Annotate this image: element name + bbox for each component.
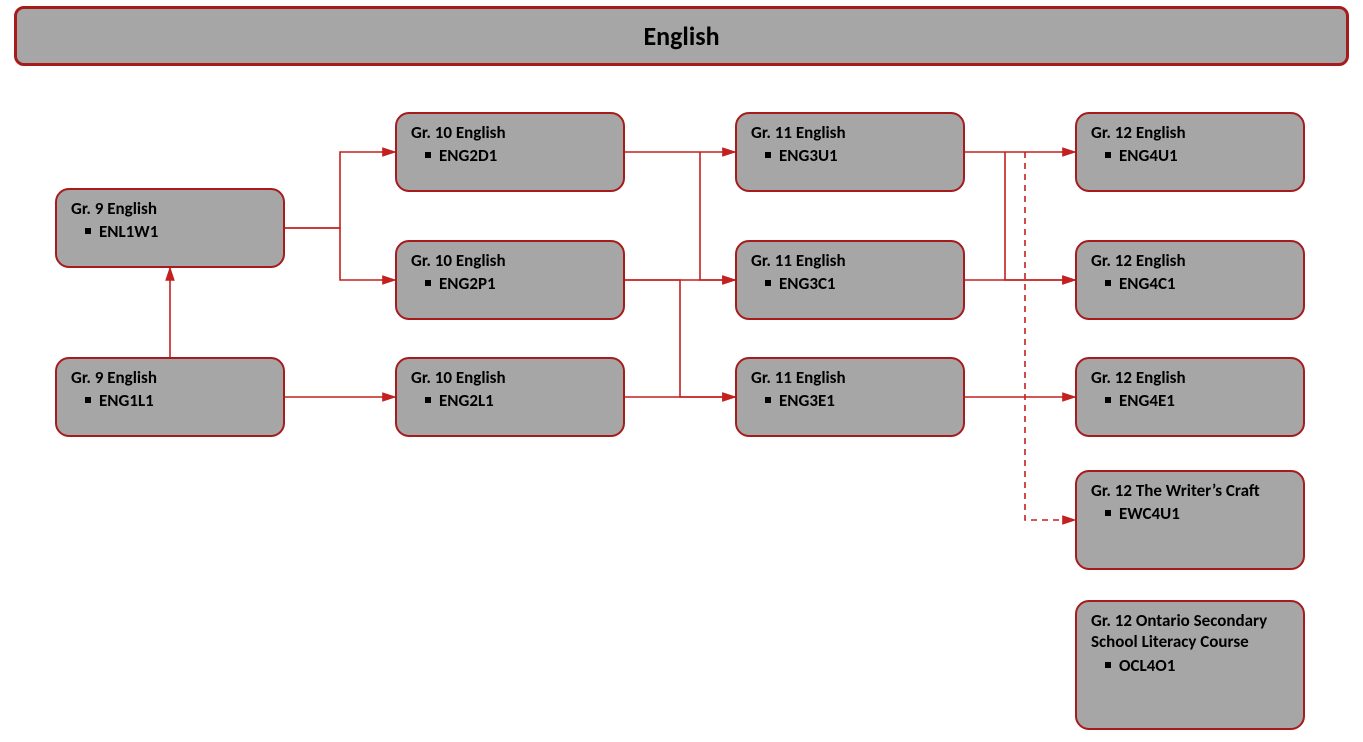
course-title: Gr. 10 English <box>411 122 609 143</box>
course-code: ENG4C1 <box>1091 273 1289 294</box>
course-node-gr11_eng3c1: Gr. 11 EnglishENG3C1 <box>735 240 965 320</box>
course-node-gr12_ewc4u1: Gr. 12 The Writer’s CraftEWC4U1 <box>1075 470 1305 570</box>
course-node-gr9_eng1l1: Gr. 9 EnglishENG1L1 <box>55 357 285 437</box>
course-node-gr12_eng4c1: Gr. 12 EnglishENG4C1 <box>1075 240 1305 320</box>
edge-2 <box>285 228 395 280</box>
course-title: Gr. 11 English <box>751 122 949 143</box>
course-node-gr11_eng3e1: Gr. 11 EnglishENG3E1 <box>735 357 965 437</box>
course-code: ENL1W1 <box>71 221 269 242</box>
edge-12 <box>1005 152 1075 280</box>
course-code: ENG3E1 <box>751 390 949 411</box>
header-box: English <box>14 6 1349 66</box>
header-title: English <box>643 20 719 52</box>
edge-1 <box>285 152 395 228</box>
course-node-gr12_eng4e1: Gr. 12 EnglishENG4E1 <box>1075 357 1305 437</box>
course-title: Gr. 10 English <box>411 367 609 388</box>
course-node-gr9_enl1w1: Gr. 9 EnglishENL1W1 <box>55 188 285 268</box>
course-title: Gr. 10 English <box>411 250 609 271</box>
course-title: Gr. 9 English <box>71 198 269 219</box>
course-code: EWC4U1 <box>1091 503 1289 524</box>
course-code: ENG2P1 <box>411 273 609 294</box>
course-title: Gr. 12 Ontario Secondary School Literacy… <box>1091 610 1289 653</box>
course-title: Gr. 12 The Writer’s Craft <box>1091 480 1289 501</box>
course-code: ENG4E1 <box>1091 390 1289 411</box>
course-node-gr10_eng2l1: Gr. 10 EnglishENG2L1 <box>395 357 625 437</box>
course-code: ENG1L1 <box>71 390 269 411</box>
course-code: ENG4U1 <box>1091 145 1289 166</box>
course-code: ENG2L1 <box>411 390 609 411</box>
course-code: OCL4O1 <box>1091 655 1289 676</box>
edge-7 <box>625 280 735 397</box>
course-node-gr11_eng3u1: Gr. 11 EnglishENG3U1 <box>735 112 965 192</box>
course-title: Gr. 11 English <box>751 367 949 388</box>
course-code: ENG2D1 <box>411 145 609 166</box>
course-title: Gr. 11 English <box>751 250 949 271</box>
course-title: Gr. 12 English <box>1091 367 1289 388</box>
course-title: Gr. 12 English <box>1091 122 1289 143</box>
edge-13 <box>1025 152 1075 520</box>
course-node-gr10_eng2p1: Gr. 10 EnglishENG2P1 <box>395 240 625 320</box>
course-node-gr12_ocl4o1: Gr. 12 Ontario Secondary School Literacy… <box>1075 600 1305 730</box>
diagram-stage: EnglishGr. 9 EnglishENL1W1Gr. 9 EnglishE… <box>0 0 1363 742</box>
edge-8 <box>700 152 735 280</box>
course-title: Gr. 9 English <box>71 367 269 388</box>
course-node-gr12_eng4u1: Gr. 12 EnglishENG4U1 <box>1075 112 1305 192</box>
course-title: Gr. 12 English <box>1091 250 1289 271</box>
course-code: ENG3U1 <box>751 145 949 166</box>
course-node-gr10_eng2d1: Gr. 10 EnglishENG2D1 <box>395 112 625 192</box>
course-code: ENG3C1 <box>751 273 949 294</box>
